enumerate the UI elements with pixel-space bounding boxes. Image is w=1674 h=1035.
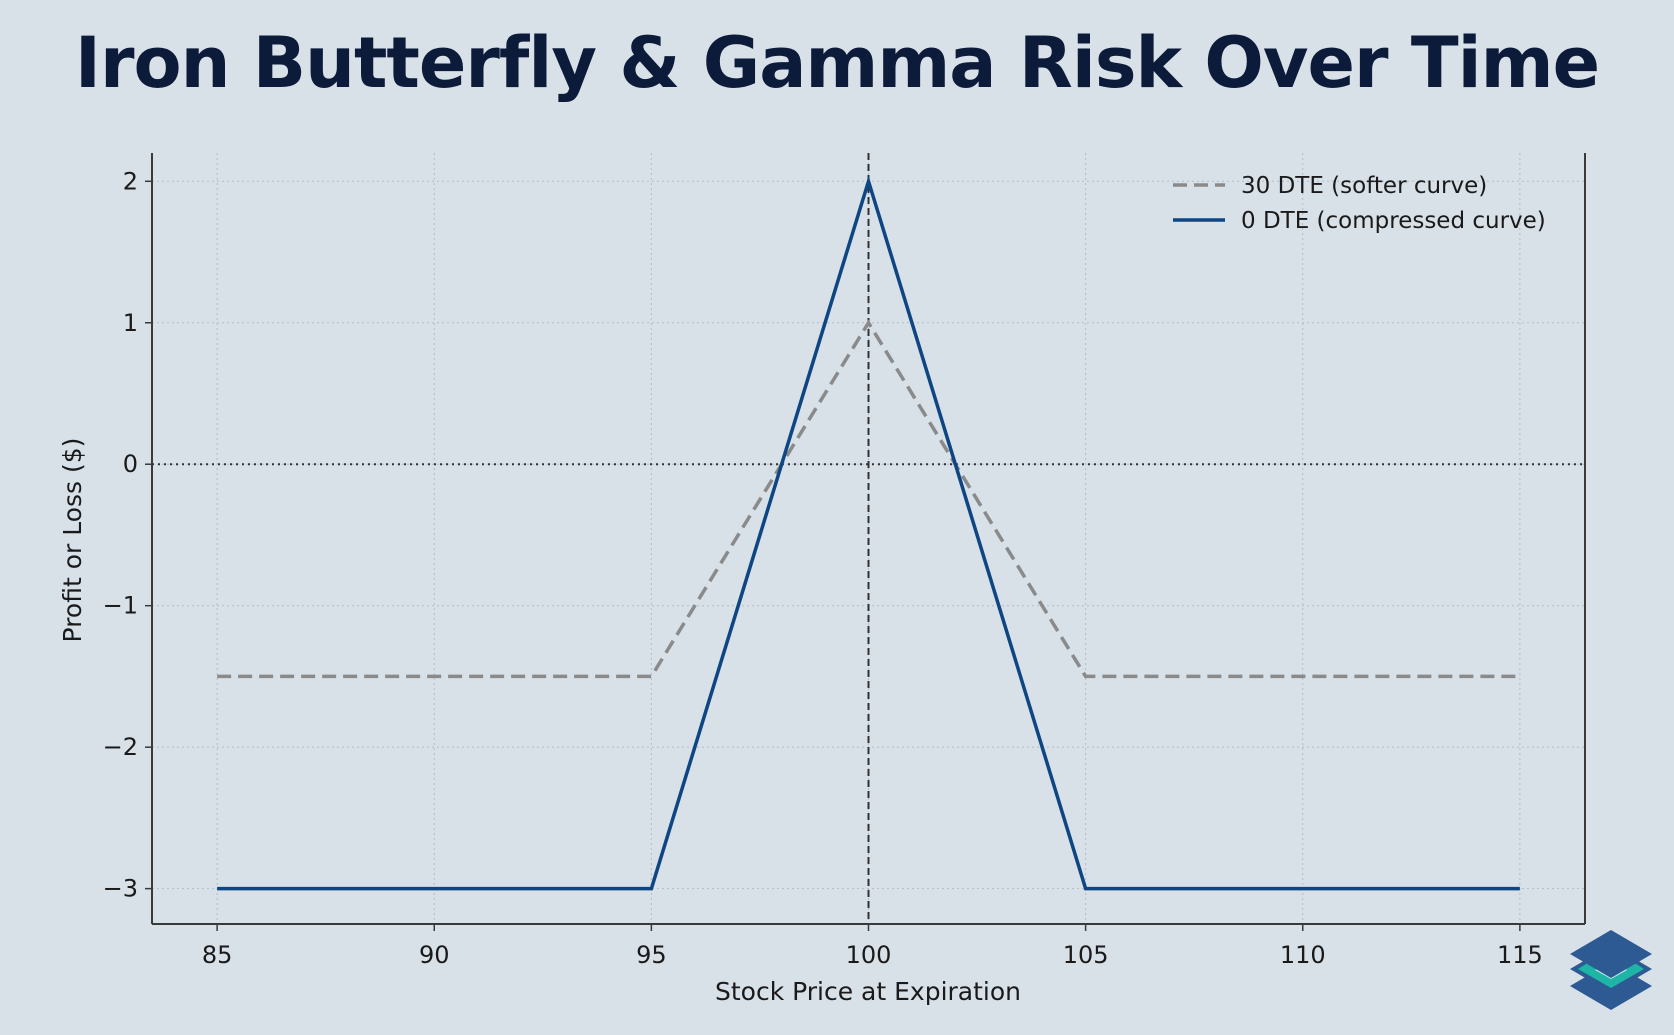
y-tick-label: 0 xyxy=(123,450,138,478)
x-tick-label: 110 xyxy=(1280,941,1326,969)
x-tick-label: 90 xyxy=(419,941,450,969)
x-tick-label: 105 xyxy=(1063,941,1109,969)
x-tick-label: 100 xyxy=(846,941,892,969)
legend: 30 DTE (softer curve) 0 DTE (compressed … xyxy=(1173,173,1546,234)
y-axis-label: Profit or Loss ($) xyxy=(58,438,87,643)
y-tick-label: 2 xyxy=(123,167,138,195)
series-line-0dte xyxy=(217,175,1520,891)
y-tick-label: 1 xyxy=(123,309,138,337)
y-tick-label: −2 xyxy=(103,733,138,761)
stacked-diamond-logo-icon xyxy=(1570,930,1652,1010)
x-tick-label: 115 xyxy=(1497,941,1543,969)
series-line-30dte xyxy=(217,319,1520,679)
x-tick-label: 95 xyxy=(636,941,667,969)
series-layer xyxy=(217,175,1520,891)
x-axis-label: Stock Price at Expiration xyxy=(715,977,1021,1006)
x-tick-label: 85 xyxy=(202,941,233,969)
reference-lines-layer xyxy=(152,153,1585,924)
legend-label-30dte: 30 DTE (softer curve) xyxy=(1241,173,1487,199)
ticks-layer: 85 90 95 100 105 110 115 2 1 0 −1 −2 −3 xyxy=(103,167,1543,969)
chart-title: Iron Butterfly & Gamma Risk Over Time xyxy=(74,22,1600,104)
y-tick-label: −3 xyxy=(103,875,138,903)
y-tick-label: −1 xyxy=(103,592,138,620)
legend-label-0dte: 0 DTE (compressed curve) xyxy=(1241,208,1546,234)
